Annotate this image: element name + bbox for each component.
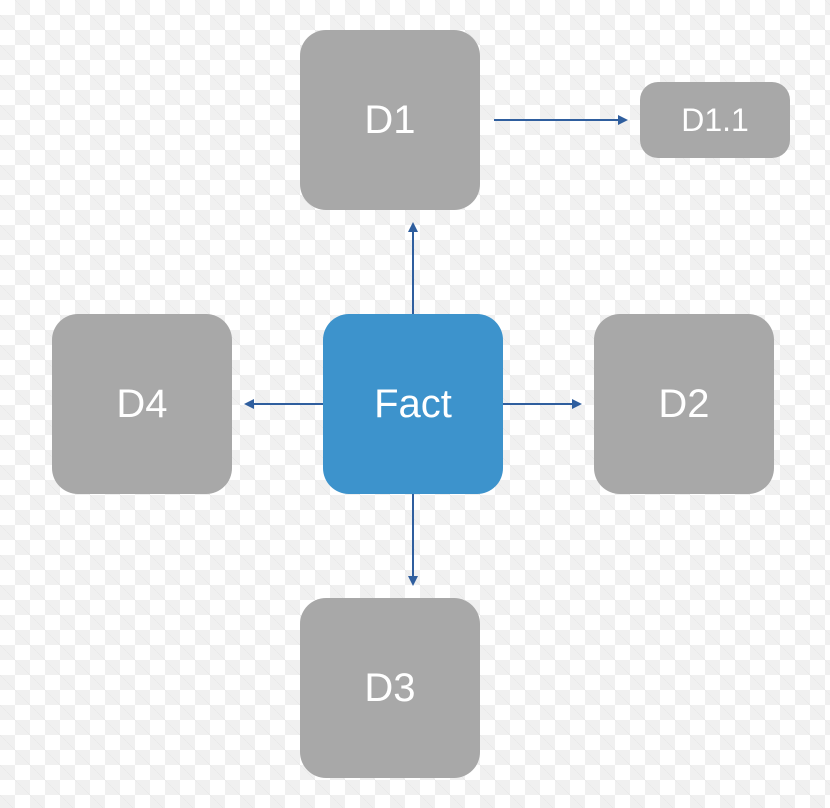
diagram-canvas: Fact D1 D2 D3 D4 D1.1	[0, 0, 830, 808]
node-d11: D1.1	[640, 82, 790, 158]
node-d3-label: D3	[364, 666, 415, 711]
node-d1: D1	[300, 30, 480, 210]
node-d4: D4	[52, 314, 232, 494]
node-fact-label: Fact	[374, 382, 452, 427]
node-d3: D3	[300, 598, 480, 778]
node-d1-label: D1	[364, 98, 415, 143]
node-d4-label: D4	[116, 382, 167, 427]
node-fact: Fact	[323, 314, 503, 494]
node-d2-label: D2	[658, 382, 709, 427]
node-d11-label: D1.1	[681, 102, 749, 139]
node-d2: D2	[594, 314, 774, 494]
